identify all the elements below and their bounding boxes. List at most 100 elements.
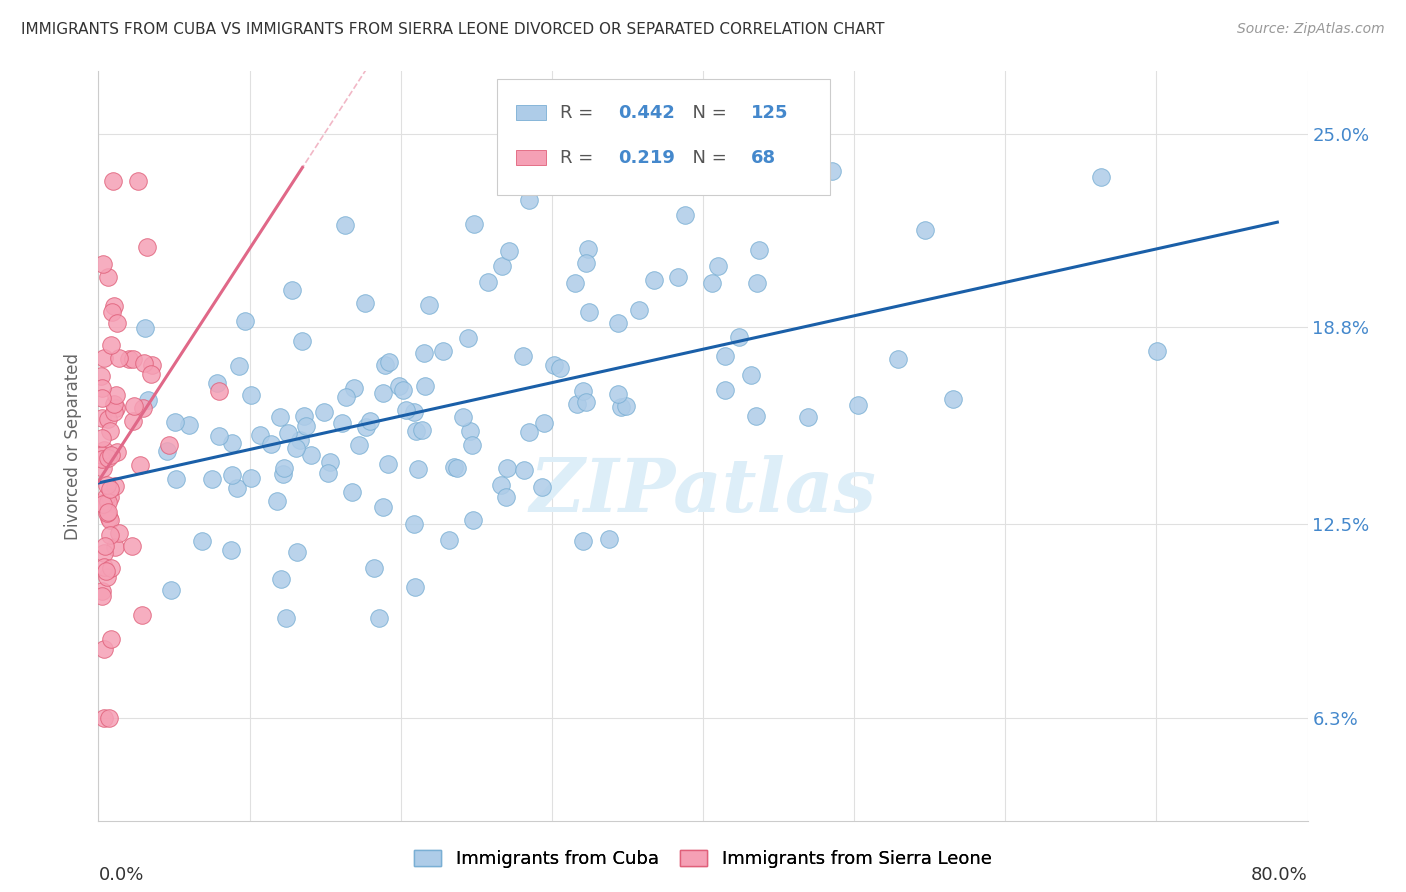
Text: 80.0%: 80.0% bbox=[1251, 865, 1308, 884]
Point bbox=[388, 378, 411, 392]
Point bbox=[108, 526, 131, 541]
Point bbox=[97, 270, 120, 285]
Point bbox=[190, 534, 212, 549]
Point bbox=[122, 351, 145, 366]
Point bbox=[519, 425, 541, 439]
Point bbox=[495, 491, 517, 505]
Point bbox=[291, 334, 314, 348]
Point bbox=[136, 393, 159, 408]
FancyBboxPatch shape bbox=[498, 78, 830, 195]
Point bbox=[93, 710, 115, 724]
Point bbox=[316, 466, 339, 480]
Point bbox=[103, 397, 125, 411]
Point bbox=[93, 351, 115, 365]
Point bbox=[443, 459, 465, 474]
Point bbox=[312, 404, 335, 418]
Point bbox=[846, 399, 869, 413]
Point bbox=[319, 455, 342, 469]
Point bbox=[129, 458, 152, 472]
Point bbox=[277, 426, 299, 441]
Point bbox=[104, 401, 127, 415]
Point bbox=[548, 361, 571, 376]
Point bbox=[96, 506, 118, 520]
Point bbox=[221, 468, 243, 483]
Point bbox=[748, 243, 770, 257]
Point bbox=[91, 381, 114, 395]
Point bbox=[477, 275, 499, 289]
Point bbox=[607, 317, 630, 331]
Point bbox=[165, 415, 187, 429]
Point bbox=[104, 540, 127, 554]
Point bbox=[97, 505, 120, 519]
Point bbox=[105, 445, 128, 459]
Point bbox=[533, 416, 555, 430]
Point bbox=[565, 397, 588, 411]
Point bbox=[260, 436, 283, 450]
Point bbox=[643, 272, 665, 286]
Point bbox=[97, 511, 120, 525]
Point bbox=[395, 402, 418, 417]
Point bbox=[402, 517, 425, 532]
Point bbox=[90, 495, 112, 509]
Point bbox=[391, 383, 413, 397]
Point bbox=[707, 259, 730, 273]
Y-axis label: Divorced or Separated: Divorced or Separated bbox=[65, 352, 83, 540]
Point bbox=[714, 349, 737, 363]
Point bbox=[371, 500, 394, 514]
Point bbox=[121, 539, 143, 553]
Point bbox=[100, 632, 122, 646]
Point bbox=[93, 443, 115, 458]
Text: ZIPatlas: ZIPatlas bbox=[530, 455, 876, 527]
Point bbox=[700, 277, 723, 291]
Point bbox=[461, 438, 484, 452]
Text: 0.0%: 0.0% bbox=[98, 865, 143, 884]
Point bbox=[886, 351, 908, 366]
Point bbox=[228, 359, 250, 373]
Point bbox=[98, 710, 121, 724]
Point bbox=[446, 460, 468, 475]
Point bbox=[90, 452, 112, 467]
Point bbox=[496, 461, 519, 475]
Point bbox=[96, 570, 118, 584]
Point bbox=[627, 303, 650, 318]
Point bbox=[240, 471, 263, 485]
Point bbox=[740, 368, 762, 382]
Point bbox=[413, 379, 436, 393]
Point bbox=[101, 174, 124, 188]
Point bbox=[797, 410, 820, 425]
Text: R =: R = bbox=[561, 149, 599, 167]
Text: N =: N = bbox=[682, 149, 733, 167]
Point bbox=[457, 331, 479, 345]
Point bbox=[942, 392, 965, 407]
Point bbox=[98, 514, 121, 528]
Point bbox=[512, 349, 534, 363]
Point bbox=[91, 431, 114, 445]
Point bbox=[299, 448, 322, 462]
Point bbox=[461, 513, 484, 527]
Point bbox=[614, 399, 637, 413]
Point bbox=[225, 481, 247, 495]
Point bbox=[122, 413, 145, 427]
Point bbox=[100, 448, 122, 462]
Point bbox=[513, 463, 536, 477]
Point bbox=[94, 565, 117, 579]
Point bbox=[90, 584, 112, 599]
Point bbox=[359, 414, 381, 428]
Legend: Immigrants from Cuba, Immigrants from Sierra Leone: Immigrants from Cuba, Immigrants from Si… bbox=[406, 843, 1000, 875]
Point bbox=[285, 441, 308, 455]
Point bbox=[91, 410, 114, 425]
Point bbox=[463, 217, 485, 231]
Point bbox=[134, 321, 156, 335]
Point bbox=[498, 244, 520, 258]
Point bbox=[578, 305, 600, 319]
Point bbox=[404, 580, 426, 594]
Text: R =: R = bbox=[561, 103, 599, 121]
Point bbox=[207, 384, 229, 399]
Point bbox=[333, 219, 356, 233]
Point bbox=[377, 355, 399, 369]
Point bbox=[128, 174, 150, 188]
Point bbox=[290, 433, 312, 447]
Point bbox=[714, 384, 737, 398]
Point bbox=[100, 338, 122, 352]
Text: Source: ZipAtlas.com: Source: ZipAtlas.com bbox=[1237, 22, 1385, 37]
